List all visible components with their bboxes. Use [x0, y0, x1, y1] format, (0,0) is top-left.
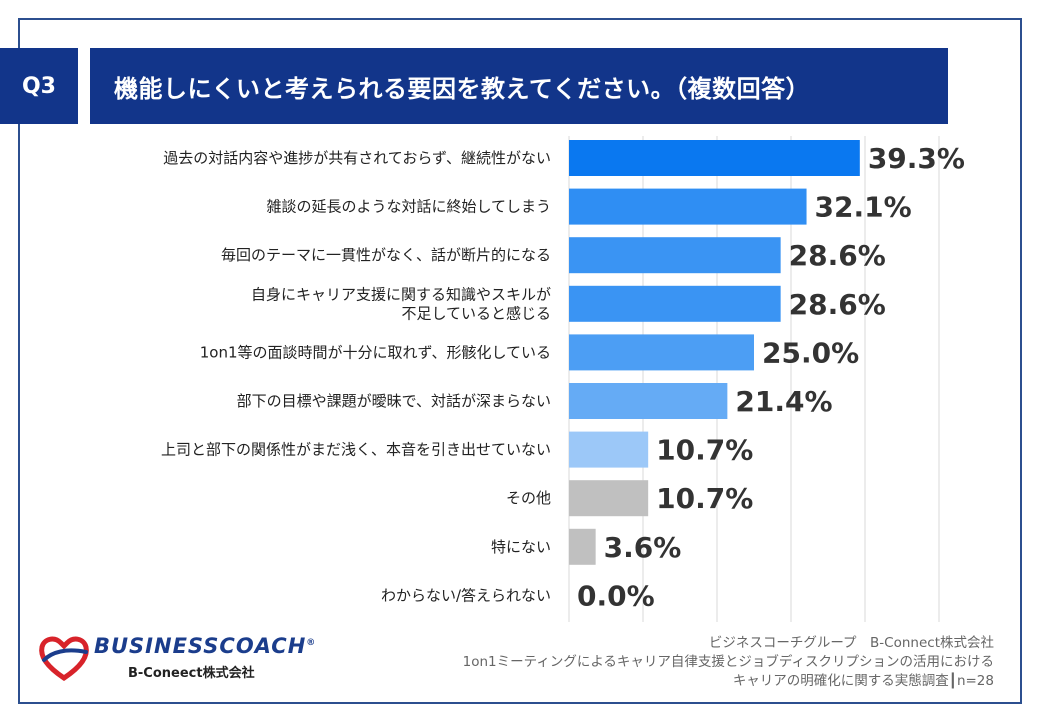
category-label-9: わからない/答えられない — [381, 586, 551, 604]
value-label-6: 10.7% — [656, 434, 753, 467]
value-label-7: 10.7% — [656, 482, 753, 515]
category-label-4: 1on1等の面談時間が十分に取れず、形骸化している — [200, 343, 551, 361]
value-label-9: 0.0% — [577, 579, 655, 612]
category-label-2: 毎回のテーマに一貫性がなく、話が断片的になる — [221, 246, 551, 264]
value-label-5: 21.4% — [735, 385, 832, 418]
category-label-6: 上司と部下の関係性がまだ浅く、本音を引き出せていない — [161, 441, 551, 459]
bar-5 — [569, 383, 728, 419]
category-label-3: 自身にキャリア支援に関する知識やスキルが不足していると感じる — [251, 285, 551, 322]
source-footer: ビジネスコーチグループ B-Connect株式会社 1on1ミーティングによるキ… — [463, 634, 994, 691]
category-label-0: 過去の対話内容や進捗が共有されておらず、継続性がない — [163, 149, 551, 167]
value-label-8: 3.6% — [604, 531, 682, 564]
bar-4 — [569, 334, 754, 371]
chart-frame — [18, 18, 1022, 704]
footer-line-1: ビジネスコーチグループ B-Connect株式会社 — [708, 635, 994, 651]
bar-7 — [569, 480, 649, 517]
bar-3 — [569, 285, 781, 322]
value-label-4: 25.0% — [762, 336, 859, 369]
logo-sub-text: B-Coneect株式会社 — [128, 666, 255, 681]
bar-2 — [569, 237, 781, 274]
business-coach-logo: BUSINESSCOACH® B-Coneect株式会社 — [36, 630, 316, 690]
value-label-1: 32.1% — [815, 191, 912, 224]
bar-8 — [569, 528, 596, 565]
logo-main-text: BUSINESSCOACH® — [94, 634, 317, 658]
question-badge: Q3 — [0, 48, 78, 124]
category-label-7: その他 — [506, 489, 551, 507]
category-label-8: 特にない — [491, 538, 551, 556]
bar-1 — [569, 188, 807, 225]
bar-0 — [569, 140, 860, 176]
heart-logo-icon — [39, 636, 89, 682]
value-label-0: 39.3% — [868, 142, 965, 175]
category-label-1: 雑談の延長のような対話に終始してしまう — [266, 198, 551, 216]
footer-line-2: 1on1ミーティングによるキャリア自律支援とジョブディスクリプションの活用におけ… — [462, 654, 994, 670]
footer-line-3: キャリアの明確化に関する実態調査┃n=28 — [732, 673, 994, 689]
value-label-2: 28.6% — [789, 239, 886, 272]
value-label-3: 28.6% — [789, 288, 886, 321]
page-title: 機能しにくいと考えられる要因を教えてください。（複数回答） — [90, 48, 948, 124]
category-label-5: 部下の目標や課題が曖昧で、対話が深まらない — [237, 392, 551, 410]
bar-6 — [569, 431, 649, 468]
